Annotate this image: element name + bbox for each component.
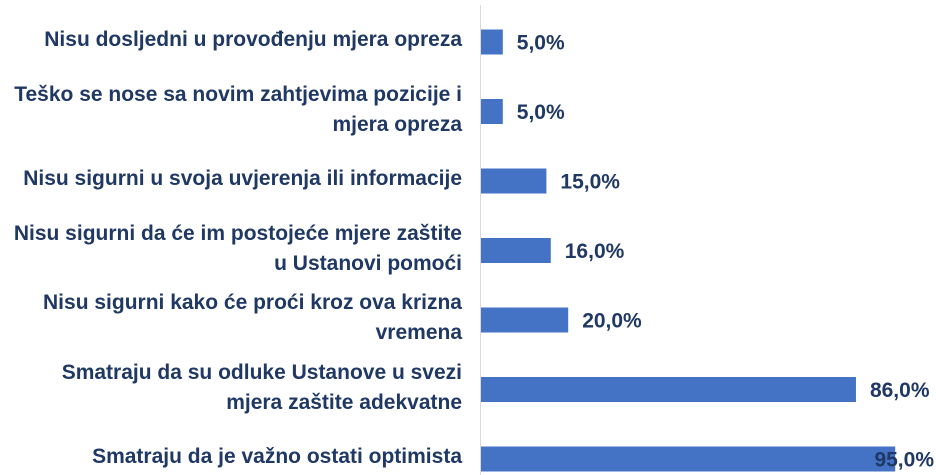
bar — [481, 29, 503, 55]
value-label: 86,0% — [870, 379, 930, 402]
category-label: Smatraju da su odluke Ustanove u svezi m… — [61, 360, 462, 414]
value-label: 95,0% — [874, 449, 934, 472]
category-label: Nisu sigurni da će im postojeće mjere za… — [13, 221, 462, 275]
bar — [481, 99, 503, 124]
category-label: Teško se nose sa novim zahtjevima pozici… — [14, 82, 462, 136]
value-label: 5,0% — [517, 101, 565, 124]
value-label: 5,0% — [517, 32, 565, 55]
category-label: Nisu sigurni kako će proći kroz ova kriz… — [43, 291, 462, 344]
bar — [481, 377, 856, 402]
bar — [481, 307, 569, 333]
bar — [481, 168, 547, 194]
bar — [481, 446, 896, 472]
value-label: 15,0% — [560, 171, 620, 194]
category-label: Nisu dosljedni u provođenju mjera opreza — [44, 28, 462, 51]
category-label: Nisu sigurni u svoja uvjerenja ili infor… — [23, 167, 462, 190]
value-label: 16,0% — [565, 240, 625, 263]
value-label: 20,0% — [582, 310, 642, 333]
bar — [481, 238, 551, 263]
category-label: Smatraju da je važno ostati optimista — [92, 445, 462, 468]
